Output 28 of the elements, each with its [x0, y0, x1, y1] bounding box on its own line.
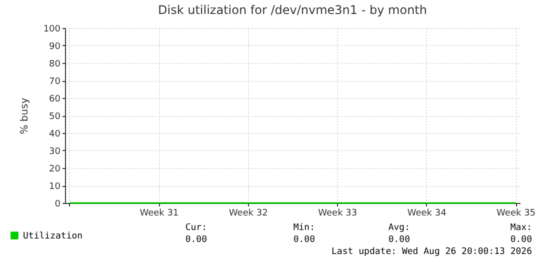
text: Min:: [293, 223, 315, 233]
x-tick-label: Week 35: [496, 208, 536, 218]
y-axis-title: % busy: [19, 98, 30, 134]
y-tick-label: 80: [49, 60, 61, 70]
text: 0.00: [185, 235, 207, 245]
y-tick-label: 70: [49, 77, 61, 87]
chart-title: Disk utilization for /dev/nvme3n1 - by month: [158, 3, 427, 17]
text: Last update: Wed Aug 26 20:00:13 2026: [332, 247, 532, 257]
text: Cur:: [185, 223, 207, 233]
text: 0.00: [510, 235, 532, 245]
x-tick-label: Week 32: [228, 208, 268, 218]
x-tick-label: Week 34: [407, 208, 447, 218]
text: Avg:: [388, 223, 410, 233]
y-tick-label: 60: [49, 94, 61, 104]
x-tick-label: Week 31: [140, 208, 179, 218]
legend-label: Utilization: [23, 232, 83, 242]
y-tick-label: 50: [49, 112, 61, 122]
y-tick-label: 100: [43, 24, 61, 34]
y-tick-label: 10: [49, 182, 61, 192]
x-tick-label: Week 33: [318, 208, 358, 218]
y-tick-label: 40: [49, 130, 61, 140]
text: 0.00: [293, 235, 315, 245]
text: Max:: [510, 223, 532, 233]
y-tick-label: 20: [49, 164, 61, 174]
text: 0.00: [388, 235, 410, 245]
y-tick-label: 0: [54, 200, 61, 210]
y-tick-label: 30: [49, 147, 61, 157]
y-tick-label: 90: [49, 42, 61, 52]
